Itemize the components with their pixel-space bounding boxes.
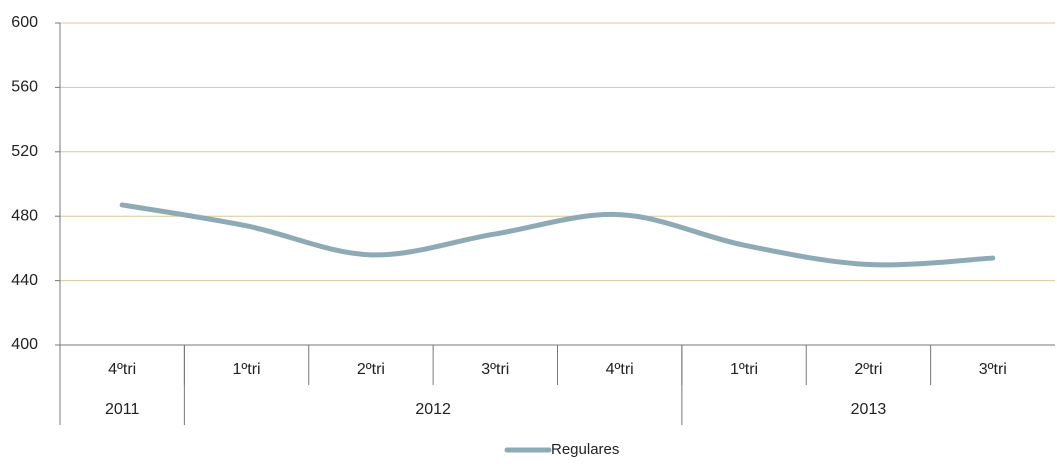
y-tick-label: 560 xyxy=(11,79,38,96)
x-tick-label: 2ºtri xyxy=(357,361,385,378)
x-tick-label: 4ºtri xyxy=(606,361,634,378)
x-tick-label: 2ºtri xyxy=(854,361,882,378)
group-label: 2013 xyxy=(851,401,887,418)
x-tick-label: 3ºtri xyxy=(979,361,1007,378)
y-tick-label: 520 xyxy=(11,143,38,160)
x-tick-label: 3ºtri xyxy=(481,361,509,378)
y-tick-label: 440 xyxy=(11,272,38,289)
x-tick-label: 1ºtri xyxy=(730,361,758,378)
legend-label: Regulares xyxy=(551,441,619,458)
group-label: 2011 xyxy=(105,401,140,418)
x-tick-label: 4ºtri xyxy=(108,361,136,378)
y-tick-label: 600 xyxy=(11,14,38,31)
y-tick-label: 400 xyxy=(11,336,38,353)
x-tick-label: 1ºtri xyxy=(233,361,261,378)
series-line xyxy=(119,202,996,268)
group-label: 2012 xyxy=(415,401,451,418)
y-tick-label: 480 xyxy=(11,207,38,224)
